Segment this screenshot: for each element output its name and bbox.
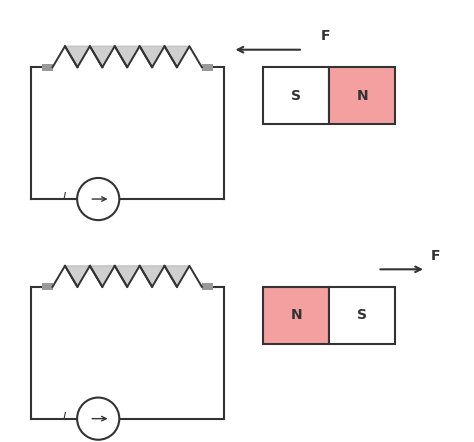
Text: I: I	[63, 412, 66, 422]
Polygon shape	[164, 46, 190, 67]
Polygon shape	[115, 46, 140, 67]
Bar	[42, 283, 53, 290]
Bar	[329, 67, 395, 124]
Polygon shape	[65, 46, 90, 67]
Text: S: S	[357, 309, 367, 322]
Text: F: F	[320, 29, 330, 43]
Text: N: N	[356, 89, 368, 103]
Bar	[42, 64, 53, 71]
Polygon shape	[90, 46, 115, 67]
Bar	[264, 67, 329, 124]
Text: S: S	[292, 89, 301, 103]
Bar	[202, 64, 213, 71]
Polygon shape	[90, 266, 115, 287]
Bar	[329, 287, 395, 344]
Polygon shape	[115, 266, 140, 287]
Text: I: I	[63, 192, 66, 202]
Bar	[264, 287, 329, 344]
Bar	[202, 283, 213, 290]
Polygon shape	[140, 46, 164, 67]
Polygon shape	[140, 266, 164, 287]
Text: N: N	[291, 309, 302, 322]
Text: F: F	[430, 249, 440, 263]
Polygon shape	[65, 266, 90, 287]
Circle shape	[77, 397, 119, 440]
Polygon shape	[164, 266, 190, 287]
Circle shape	[77, 178, 119, 220]
